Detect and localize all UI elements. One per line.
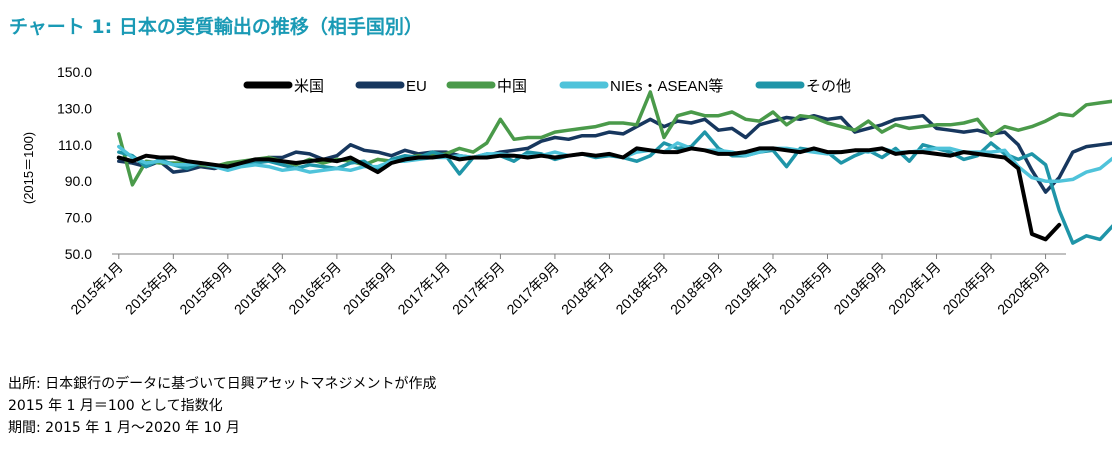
x-tick-label: 2019年1月 [721, 259, 780, 318]
legend-label: EU [406, 78, 427, 95]
x-tick-label: 2015年1月 [67, 259, 126, 318]
y-tick-label: 150.0 [57, 64, 92, 80]
x-tick-label: 2015年9月 [176, 259, 235, 318]
x-tick-label: 2015年5月 [122, 259, 181, 318]
x-tick-label: 2020年5月 [940, 259, 999, 318]
legend-label: 米国 [294, 78, 324, 95]
x-tick-label: 2018年5月 [612, 259, 671, 318]
series-line [116, 146, 1062, 242]
chart-axes: 50.0 70.0 90.0 110.0 130.0 150.0 (2015＝100) 201… [21, 64, 1066, 317]
y-tick-label: 110.0 [58, 137, 92, 153]
x-tick-label: 2019年5月 [776, 259, 835, 318]
source-note: 出所: 日本銀行のデータに基づいて日興アセットマネジメントが作成 [8, 376, 437, 392]
y-tick-label: 90.0 [65, 173, 92, 189]
x-tick-label: 2020年9月 [994, 259, 1053, 318]
period-note: 期間: 2015 年 1 月～2020 年 10 月 [8, 420, 240, 436]
x-tick-label: 2017年9月 [503, 259, 562, 318]
series-line [117, 113, 1112, 194]
x-tick-label: 2017年1月 [394, 259, 453, 318]
x-tick-label: 2016年9月 [340, 259, 399, 318]
line-chart: 50.0 70.0 90.0 110.0 130.0 150.0 (2015＝100) 201… [21, 64, 1112, 317]
chart-legend: 米国 EU 中国 NIEs・ASEAN等 その他 [243, 77, 851, 95]
chart-notes: 出所: 日本銀行のデータに基づいて日興アセットマネジメントが作成 2015 年 … [8, 373, 436, 439]
x-tick-label: 2020年1月 [885, 259, 944, 318]
x-tick-label: 2018年1月 [558, 259, 617, 318]
y-tick-label: 130.0 [57, 100, 92, 116]
x-tick-label: 2019年9月 [830, 259, 889, 318]
chart-title: チャート 1: 日本の実質輸出の推移（相手国別） [9, 16, 423, 38]
x-tick-label: 2017年5月 [449, 259, 508, 318]
y-axis-label: (2015＝100) [21, 132, 36, 204]
index-note: 2015 年 1 月＝100 として指数化 [8, 398, 223, 414]
series-line [117, 90, 1112, 187]
chart-lines [116, 90, 1112, 245]
x-tick-label: 2016年5月 [285, 259, 344, 318]
series-line [117, 130, 1112, 245]
y-tick-label: 50.0 [65, 246, 92, 262]
legend-label: NIEs・ASEAN等 [610, 77, 723, 95]
legend-label: その他 [806, 78, 851, 95]
x-tick-label: 2018年9月 [667, 259, 726, 318]
x-tick-label: 2016年1月 [231, 259, 290, 318]
y-tick-label: 70.0 [65, 210, 92, 226]
legend-label: 中国 [497, 78, 527, 95]
